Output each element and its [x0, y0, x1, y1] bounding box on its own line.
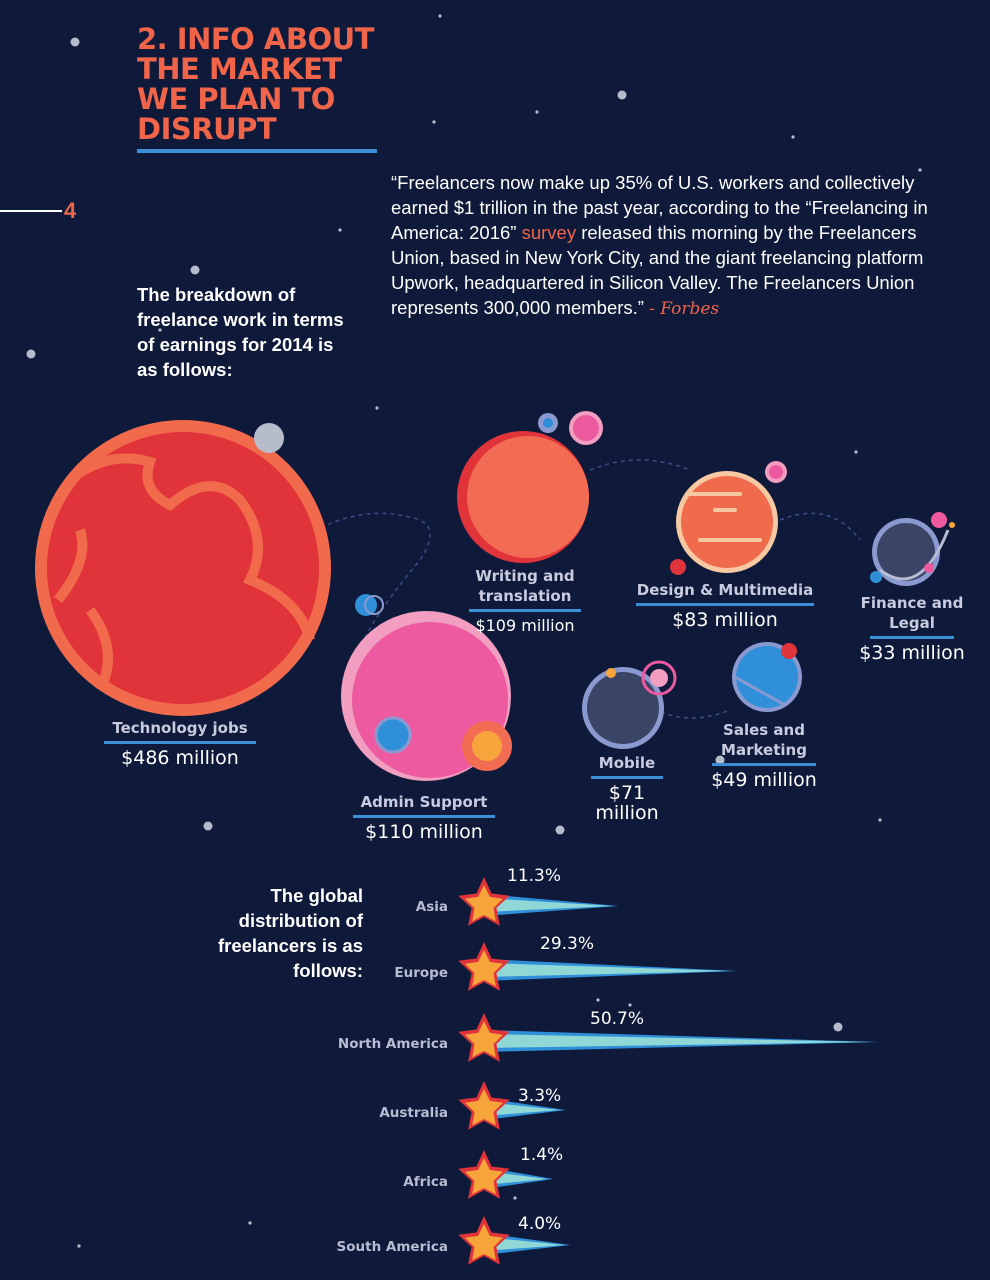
star-icon-inner	[465, 1158, 503, 1195]
quote-text-before: “Freelancers now make up 35% of U.S. wor…	[391, 172, 928, 243]
background-star	[513, 1196, 517, 1200]
star-icon-inner	[465, 1021, 503, 1058]
earnings-intro: The breakdown of freelance work in terms…	[137, 284, 344, 380]
region-percent-europe: 29.3%	[540, 934, 595, 954]
category-bar	[469, 609, 581, 612]
category-value: $110 million	[365, 821, 483, 843]
background-star	[248, 1221, 252, 1225]
category-bar	[104, 741, 256, 744]
region-percent-australia: 3.3%	[518, 1086, 562, 1106]
writing-translation-planet	[457, 411, 603, 563]
category-value: $109 million	[475, 616, 575, 635]
category-bar	[591, 776, 663, 779]
region-percent-asia: 11.3%	[507, 866, 562, 886]
background-stars	[26, 14, 922, 1248]
quote-text-after: released this morning by the Freelancers…	[391, 222, 924, 318]
background-star	[617, 90, 627, 100]
background-star	[77, 1244, 81, 1248]
region-label-europe: Europe	[394, 965, 448, 981]
category-mobile: Mobile $71 million	[575, 753, 679, 823]
star-icon-inner	[465, 1089, 503, 1126]
category-name: Admin Support	[360, 793, 488, 811]
page-number: 4	[64, 198, 77, 223]
category-sales-marketing: Sales and Marketing $49 million	[704, 720, 824, 790]
design-multimedia-planet	[670, 461, 787, 575]
technology-planet	[35, 420, 331, 716]
category-admin-support: Admin Support $110 million	[346, 792, 502, 842]
page-title: 2. INFO ABOUT THE MARKET WE PLAN TO DISR…	[137, 22, 374, 146]
background-star	[70, 37, 80, 47]
background-star	[190, 265, 200, 275]
region-label-south-america: South America	[336, 1239, 448, 1255]
sales-marketing-planet	[732, 642, 802, 712]
category-bar	[712, 763, 816, 766]
background-star	[438, 14, 442, 18]
region-percent-africa: 1.4%	[520, 1145, 564, 1165]
background-star	[555, 825, 565, 835]
category-name: Mobile	[598, 754, 656, 772]
background-star	[535, 110, 539, 114]
finance-legal-planet	[870, 512, 955, 586]
category-name: Finance and Legal	[860, 594, 964, 632]
category-value: $486 million	[121, 747, 239, 769]
star-icon-inner	[465, 1224, 503, 1261]
quote-source: - Forbes	[649, 299, 720, 319]
region-label-australia: Australia	[379, 1105, 448, 1121]
background-star	[878, 818, 882, 822]
star-icon-inner	[465, 885, 503, 922]
comet-trail-inner	[484, 898, 613, 912]
forbes-quote: “Freelancers now make up 35% of U.S. wor…	[391, 170, 931, 322]
title-underline	[137, 149, 377, 153]
region-percent-south-america: 4.0%	[518, 1214, 562, 1234]
region-label-asia: Asia	[415, 899, 448, 915]
category-finance-legal: Finance and Legal $33 million	[856, 593, 968, 663]
background-star	[833, 1022, 843, 1032]
distribution-intro: The global distribution of freelancers i…	[217, 885, 363, 981]
comet-trail-inner	[484, 1034, 873, 1048]
comet-trail-inner	[484, 963, 732, 977]
background-star	[375, 406, 379, 410]
category-name: Design & Multimedia	[636, 581, 814, 599]
mobile-planet	[582, 660, 677, 749]
category-design-multimedia: Design & Multimedia $83 million	[632, 580, 818, 630]
background-star	[854, 450, 858, 454]
category-bar	[353, 815, 495, 818]
background-star	[596, 998, 600, 1002]
region-comet-chart	[458, 877, 879, 1265]
background-star	[432, 120, 436, 124]
star-icon-inner	[465, 950, 503, 987]
category-technology: Technology jobs $486 million	[100, 718, 260, 768]
region-percent-north-america: 50.7%	[590, 1009, 645, 1029]
region-label-africa: Africa	[403, 1174, 448, 1190]
background-star	[158, 328, 162, 332]
background-star	[26, 349, 36, 359]
category-value: $33 million	[859, 642, 965, 664]
category-value: $71 million	[595, 782, 659, 824]
category-writing-translation: Writing and translation $109 million	[464, 566, 586, 636]
admin-support-planet	[341, 594, 512, 781]
background-star	[791, 135, 795, 139]
category-value: $83 million	[672, 609, 778, 631]
category-name: Writing and translation	[475, 567, 575, 605]
category-name: Technology jobs	[112, 719, 248, 737]
background-star	[628, 1003, 632, 1007]
survey-link[interactable]: survey	[521, 222, 577, 243]
category-bar	[870, 636, 954, 639]
category-bar	[636, 603, 814, 606]
background-star	[203, 821, 213, 831]
comet-trail-inner	[484, 1237, 565, 1251]
background-star	[715, 755, 725, 765]
category-value: $49 million	[711, 769, 817, 791]
page-number-rule	[0, 210, 62, 212]
background-star	[918, 168, 922, 172]
category-name: Sales and Marketing	[721, 721, 807, 759]
background-star	[338, 228, 342, 232]
region-label-north-america: North America	[337, 1036, 448, 1052]
